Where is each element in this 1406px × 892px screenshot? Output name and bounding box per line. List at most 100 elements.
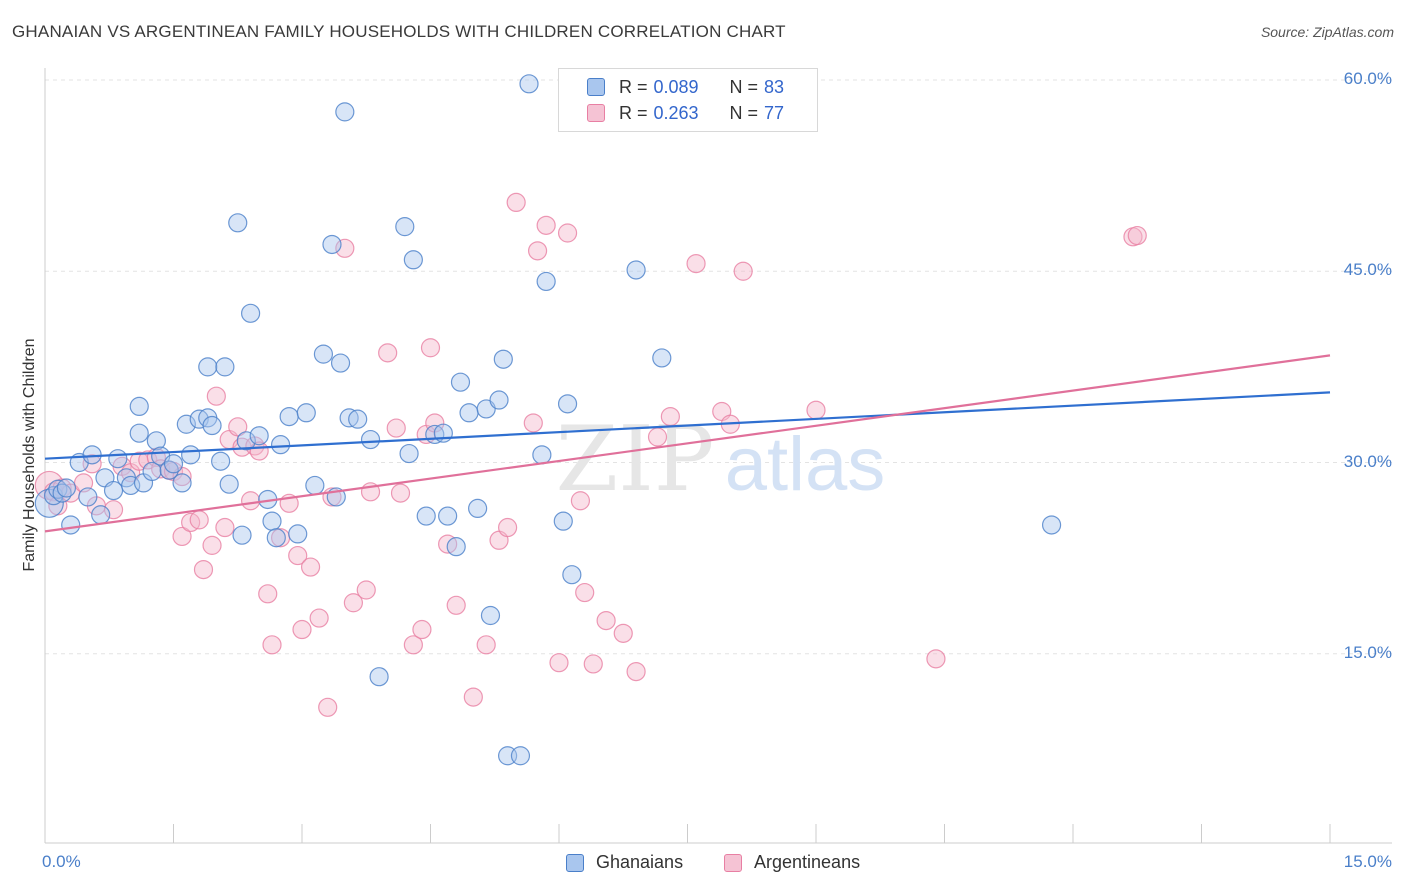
ghanaian-point — [468, 498, 488, 518]
ghanaian-point — [232, 525, 252, 545]
ghanaian-point — [129, 396, 149, 416]
axes — [44, 68, 1392, 844]
ghanaian-point — [438, 506, 458, 526]
ghanaian-point — [181, 445, 201, 465]
argentinean-point — [193, 559, 214, 580]
argentinean-point — [583, 654, 603, 674]
argentinean-point — [390, 483, 411, 503]
ghanaian-point — [1041, 515, 1062, 535]
ghanaian-point — [446, 537, 466, 557]
argentinean-point — [420, 338, 441, 358]
argentinean-point — [463, 687, 483, 707]
bottom-legend-label: Argentineans — [754, 852, 861, 872]
argentinean-point — [189, 510, 209, 530]
ghanaian-point — [450, 372, 471, 392]
chart-title: GHANAIAN VS ARGENTINEAN FAMILY HOUSEHOLD… — [12, 22, 786, 41]
ghanaian-point — [56, 478, 77, 498]
ghanaian-point — [330, 353, 351, 373]
ghanaian-point — [348, 409, 368, 429]
ghanaian-point — [236, 431, 256, 451]
argentinean-point — [446, 595, 466, 615]
argentinean-point — [292, 619, 312, 640]
argentinean-point — [172, 526, 192, 547]
ghanaian-point — [91, 505, 111, 525]
argentinean-point — [660, 407, 680, 427]
ghanaian-point — [416, 506, 436, 526]
ghanaian-point — [266, 528, 286, 548]
argentinean-point — [523, 413, 543, 433]
argentinean-point — [1127, 225, 1147, 246]
ghanaian-point — [249, 426, 269, 446]
ghanaian-point — [305, 475, 325, 496]
ghanaian-point — [313, 344, 334, 364]
argentinean-point — [498, 517, 518, 538]
y-tick-label: 30.0% — [1343, 451, 1392, 471]
legend-n-label: N = — [729, 76, 759, 97]
legend-r-value: 0.089 — [653, 76, 699, 97]
ghanaian-point — [403, 250, 423, 270]
argentinean-point — [733, 261, 753, 281]
argentinean-point — [412, 619, 432, 640]
ghanaian-point — [322, 234, 342, 255]
y-axis-label: Family Households with Children — [21, 338, 38, 572]
ghanaian-point — [262, 511, 282, 531]
legend-n-value: 77 — [764, 102, 785, 123]
ghanaian-point — [480, 605, 501, 626]
bottom-legend-label: Ghanaians — [596, 852, 684, 872]
argentinean-point — [549, 653, 569, 673]
ghanaian-point — [142, 461, 162, 482]
ghanaian-point — [335, 102, 355, 122]
argentinean-point — [288, 545, 308, 566]
ghanaian-point — [360, 429, 381, 450]
legend-n-label: N = — [729, 102, 759, 123]
ghanaian-point — [176, 414, 196, 434]
bottom-legend-argentineans: Argentineans — [724, 852, 860, 873]
argentinean-point — [403, 635, 423, 655]
ghanaian-point — [61, 515, 81, 535]
bottom-legend-swatch-pink — [724, 853, 742, 872]
ghanaian-point — [562, 565, 582, 585]
argentinean-point — [202, 535, 222, 555]
ghanaian-point — [395, 217, 415, 237]
argentinean-point — [536, 215, 556, 235]
ghanaian-point — [532, 445, 552, 465]
bottom-legend-ghanaians: Ghanaians — [566, 852, 683, 873]
legend-r-label: R = — [619, 76, 648, 97]
legend-r-label: R = — [619, 102, 648, 123]
ghanaian-point — [553, 511, 573, 531]
argentinean-point — [258, 584, 278, 604]
argentinean-point — [570, 491, 591, 511]
argentinean-point — [215, 517, 235, 538]
ghanaian-point — [369, 667, 389, 687]
legend-row-argentineans: R = 0.263 N = 77 — [587, 100, 784, 126]
ghanaian-point — [493, 349, 513, 369]
argentinean-point — [686, 254, 706, 274]
argentinean-point — [343, 593, 363, 613]
argentinean-point — [300, 557, 321, 577]
ghanaian-point — [219, 474, 239, 494]
ghanaian-point — [399, 443, 419, 464]
ghanaian-point — [228, 213, 248, 233]
argentinean-point — [647, 427, 668, 447]
y-tick-label: 45.0% — [1343, 260, 1392, 280]
argentinean-point — [356, 580, 376, 600]
argentinean-point — [806, 400, 826, 420]
argentinean-point — [613, 623, 633, 643]
x-tick-max: 15.0% — [1343, 852, 1392, 871]
ghanaian-point — [103, 480, 124, 501]
ghanaian-point — [652, 348, 672, 368]
ghanaian-point — [270, 435, 291, 455]
grid-lines — [45, 79, 1392, 655]
argentinean-point — [476, 635, 496, 655]
ghanaian-point — [536, 271, 556, 292]
legend-swatch-pink — [587, 104, 605, 122]
argentinean-point — [506, 192, 526, 212]
argentinean-point — [386, 418, 406, 438]
ghanaian-point — [146, 431, 166, 451]
ghanaians-trend-line — [44, 391, 1331, 460]
legend-swatch-blue — [587, 78, 605, 96]
ghanaian-point — [172, 473, 192, 493]
watermark: ZIP atlas — [556, 407, 886, 512]
bottom-legend-swatch-blue — [566, 853, 584, 872]
